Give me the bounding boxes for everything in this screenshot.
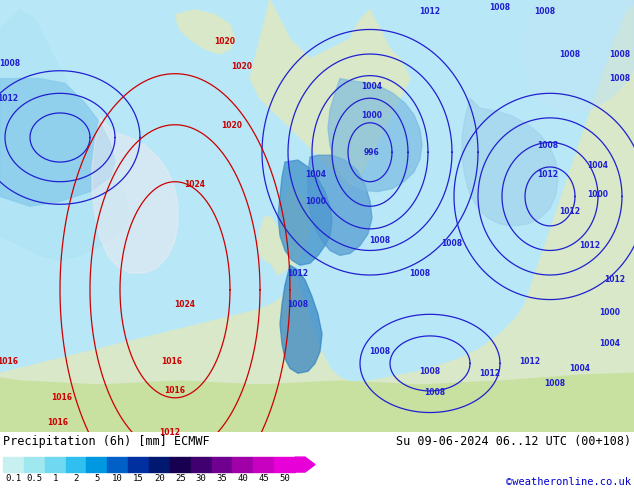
Bar: [107, 457, 128, 472]
Text: 50: 50: [279, 474, 290, 483]
Text: 30: 30: [196, 474, 207, 483]
Text: 1020: 1020: [214, 37, 235, 46]
Text: 1008: 1008: [424, 389, 446, 397]
Text: 2: 2: [74, 474, 79, 483]
Text: 1008: 1008: [0, 59, 20, 68]
Text: 1008: 1008: [370, 236, 391, 245]
Polygon shape: [308, 155, 372, 255]
Text: 1004: 1004: [306, 171, 327, 179]
Text: 1004: 1004: [600, 339, 621, 348]
Bar: [86, 457, 107, 472]
Text: 1008: 1008: [420, 367, 441, 376]
Text: 25: 25: [175, 474, 186, 483]
Bar: [45, 457, 65, 472]
Text: 1000: 1000: [600, 308, 621, 317]
Polygon shape: [175, 10, 235, 54]
Text: 0.1: 0.1: [5, 474, 22, 483]
Text: 1008: 1008: [609, 74, 631, 83]
Text: 1024: 1024: [184, 180, 205, 189]
Bar: [24, 457, 45, 472]
Polygon shape: [278, 160, 332, 265]
Text: 1020: 1020: [231, 62, 252, 71]
Bar: [65, 457, 86, 472]
Text: Precipitation (6h) [mm] ECMWF: Precipitation (6h) [mm] ECMWF: [3, 435, 210, 448]
Text: 1004: 1004: [569, 364, 590, 373]
Text: 1008: 1008: [410, 269, 430, 277]
Text: 1020: 1020: [221, 121, 242, 130]
Text: 0.5: 0.5: [26, 474, 42, 483]
Text: 1008: 1008: [545, 379, 566, 388]
Polygon shape: [0, 10, 130, 260]
Text: 1008: 1008: [609, 49, 631, 58]
Text: 1016: 1016: [0, 357, 18, 366]
Text: 1004: 1004: [361, 82, 382, 91]
Text: 1008: 1008: [441, 239, 463, 248]
Bar: [274, 457, 295, 472]
Text: 1012: 1012: [0, 94, 18, 103]
Text: 1012: 1012: [519, 357, 541, 366]
Text: 1016: 1016: [162, 357, 183, 366]
Text: 1008: 1008: [489, 3, 510, 12]
Text: 1000: 1000: [306, 197, 327, 206]
Text: 1016: 1016: [164, 387, 186, 395]
Bar: [170, 457, 191, 472]
Text: 40: 40: [238, 474, 249, 483]
Text: 1008: 1008: [534, 7, 555, 16]
Text: 10: 10: [112, 474, 123, 483]
Text: 1024: 1024: [174, 300, 195, 309]
Text: 1008: 1008: [287, 300, 309, 309]
Text: 1012: 1012: [559, 207, 581, 216]
Polygon shape: [328, 78, 422, 192]
Text: 1016: 1016: [48, 418, 68, 427]
Text: 996: 996: [364, 148, 380, 157]
FancyArrow shape: [295, 457, 315, 472]
Bar: [3, 457, 24, 472]
Text: ©weatheronline.co.uk: ©weatheronline.co.uk: [506, 477, 631, 487]
Text: 1008: 1008: [370, 347, 391, 356]
Text: 1012: 1012: [604, 275, 626, 284]
Text: 1008: 1008: [559, 49, 581, 58]
Bar: [128, 457, 149, 472]
Text: 1012: 1012: [160, 428, 181, 437]
Text: 1012: 1012: [479, 369, 500, 378]
Bar: [254, 457, 274, 472]
Polygon shape: [92, 118, 178, 273]
Polygon shape: [525, 0, 634, 113]
Text: 1012: 1012: [579, 241, 600, 250]
Polygon shape: [258, 216, 280, 263]
Text: Su 09-06-2024 06..12 UTC (00+108): Su 09-06-2024 06..12 UTC (00+108): [396, 435, 631, 448]
Text: 1000: 1000: [361, 111, 382, 121]
Text: 35: 35: [217, 474, 228, 483]
Text: 1008: 1008: [538, 141, 559, 150]
Text: 1: 1: [53, 474, 58, 483]
Text: 5: 5: [94, 474, 100, 483]
Text: 20: 20: [154, 474, 165, 483]
Text: 1012: 1012: [420, 7, 441, 16]
Text: 1000: 1000: [588, 190, 609, 199]
Polygon shape: [270, 187, 310, 275]
Bar: [191, 457, 212, 472]
Text: 1016: 1016: [51, 393, 72, 402]
Bar: [149, 457, 170, 472]
Text: 1012: 1012: [287, 269, 309, 277]
Text: 45: 45: [258, 474, 269, 483]
Polygon shape: [250, 0, 410, 187]
Text: 1012: 1012: [538, 171, 559, 179]
Polygon shape: [462, 98, 558, 226]
Polygon shape: [280, 265, 322, 373]
Polygon shape: [0, 5, 634, 432]
Text: 1004: 1004: [588, 161, 609, 170]
Bar: [233, 457, 254, 472]
Bar: [212, 457, 233, 472]
Polygon shape: [0, 373, 634, 432]
Text: 15: 15: [133, 474, 144, 483]
Polygon shape: [0, 78, 115, 206]
